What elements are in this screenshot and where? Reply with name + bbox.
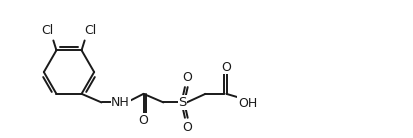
Text: Cl: Cl [84, 24, 97, 37]
Text: OH: OH [237, 97, 256, 110]
Text: O: O [182, 71, 192, 84]
Text: O: O [138, 114, 148, 127]
Text: O: O [182, 121, 192, 134]
Text: O: O [220, 61, 230, 74]
Text: NH: NH [111, 96, 130, 109]
Text: S: S [178, 96, 186, 109]
Text: Cl: Cl [41, 24, 53, 37]
